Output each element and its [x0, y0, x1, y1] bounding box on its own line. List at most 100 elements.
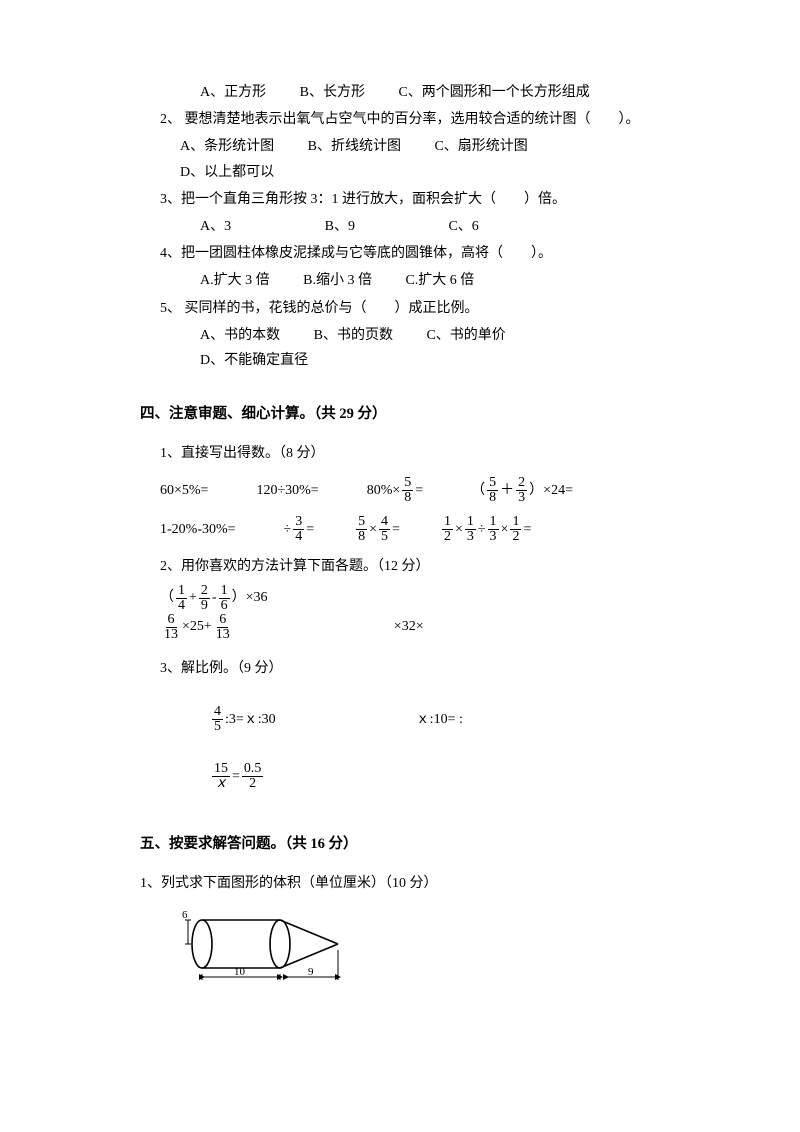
- prop-3: 15ｘ = 0.52: [210, 762, 265, 791]
- n: 2: [199, 584, 210, 599]
- frac-icon: 16: [219, 584, 230, 613]
- frac-icon: 29: [199, 584, 210, 613]
- d: 13: [214, 628, 232, 642]
- post: :3=ｘ:30: [225, 707, 276, 732]
- q2-options: A、条形统计图 B、折线统计图 C、扇形统计图 D、以上都可以: [140, 134, 660, 184]
- q3-opt-a: A、3: [200, 219, 231, 234]
- n: 4: [379, 515, 390, 530]
- d: 6: [219, 599, 230, 613]
- n: 5: [487, 476, 498, 491]
- d: 3: [488, 530, 499, 544]
- calc-q2b: 613 ×25+ 613 ×32×: [140, 613, 660, 642]
- frac-icon: 23: [516, 476, 527, 505]
- calc-1a: 60×5%=: [160, 478, 208, 503]
- section-5-title: 五、按要求解答问题。（共 16 分）: [140, 831, 660, 857]
- d: 5: [212, 720, 223, 734]
- q3-opt-b: B、9: [325, 219, 355, 234]
- q4-opt-a: A.扩大 3 倍: [200, 273, 270, 288]
- frac-icon: 13: [488, 515, 499, 544]
- sec4-q2: 2、用你喜欢的方法计算下面各题。（12 分）: [140, 554, 660, 579]
- frac-icon: 12: [510, 515, 521, 544]
- q5-opt-a: A、书的本数: [200, 328, 280, 343]
- x2: ×: [501, 517, 509, 542]
- calc-1b: 120÷30%=: [256, 478, 318, 503]
- prop-2: ｘ:10= :: [416, 707, 463, 732]
- calc-row-1: 60×5%= 120÷30%= 80%× 58 = （ 58 ＋ 23 ）×24…: [140, 476, 660, 505]
- n: 6: [217, 613, 228, 628]
- proportion-row2: 15ｘ = 0.52: [140, 762, 660, 791]
- c-post: =: [392, 517, 400, 542]
- d-post: =: [523, 517, 531, 542]
- b-post: =: [306, 517, 314, 542]
- n: 1: [219, 584, 230, 599]
- d-mid: ＋: [500, 478, 514, 503]
- sec4-q1: 1、直接写出得数。（8 分）: [140, 441, 660, 466]
- n: 3: [293, 515, 304, 530]
- c1c-post: =: [415, 478, 423, 503]
- n: 4: [212, 705, 223, 720]
- q4-opt-c: C.扩大 6 倍: [405, 273, 474, 288]
- fig-r: 6: [182, 909, 188, 921]
- q1-opt-b: B、长方形: [300, 85, 365, 100]
- calc-row-2: 1-20%-30%= ÷ 34 = 58 × 45 = 12 × 13 ÷ 13…: [140, 515, 660, 544]
- b-pre: ÷: [284, 517, 292, 542]
- frac-icon: 12: [442, 515, 453, 544]
- d: 13: [162, 628, 180, 642]
- d: 2: [510, 530, 521, 544]
- n: 1: [176, 584, 187, 599]
- q2-text: 2、 要想清楚地表示出氧气占空气中的百分率，选用较合适的统计图（ ）。: [140, 107, 660, 132]
- d: 5: [379, 530, 390, 544]
- proportion-row1: 45 :3=ｘ:30 ｘ:10= :: [140, 705, 660, 734]
- sec4-q3: 3、解比例。（9 分）: [140, 656, 660, 681]
- n: 1: [510, 515, 521, 530]
- calc-2d: 12 × 13 ÷ 13 × 12 =: [440, 515, 531, 544]
- frac-icon: 14: [176, 584, 187, 613]
- q4-opt-b: B.缩小 3 倍: [303, 273, 372, 288]
- plus: +: [189, 585, 197, 610]
- minus: -: [212, 585, 217, 610]
- calc-q2a: （ 14 + 29 - 16 ）×36: [140, 584, 267, 613]
- x1: ×: [455, 517, 463, 542]
- frac-icon: 613: [214, 613, 232, 642]
- d: 2: [247, 777, 258, 791]
- d: 9: [199, 599, 210, 613]
- q3-options: A、3 B、9 C、6: [140, 214, 660, 239]
- d-post: ）×24=: [529, 478, 573, 503]
- calc-2a: 1-20%-30%=: [160, 517, 236, 542]
- solid-figure: 6 10 9: [180, 906, 660, 993]
- n: 6: [166, 613, 177, 628]
- d-pre: （: [471, 478, 485, 503]
- frac-icon: 45: [212, 705, 223, 734]
- n: 1: [442, 515, 453, 530]
- q5-opt-d: D、不能确定直径: [200, 353, 308, 368]
- mid: ×25+: [182, 614, 212, 639]
- frac-icon: 34: [293, 515, 304, 544]
- eq: =: [232, 764, 240, 789]
- calc-2b: ÷ 34 =: [284, 515, 315, 544]
- calc-1d: （ 58 ＋ 23 ）×24=: [471, 476, 573, 505]
- q5-opt-b: B、书的页数: [314, 328, 393, 343]
- q4-options: A.扩大 3 倍 B.缩小 3 倍 C.扩大 6 倍: [140, 268, 660, 293]
- q1-opt-a: A、正方形: [200, 85, 266, 100]
- q2-opt-b: B、折线统计图: [308, 139, 401, 154]
- q2b-left: 613 ×25+ 613: [160, 613, 234, 642]
- n: 2: [516, 476, 527, 491]
- frac-icon: 15ｘ: [212, 762, 230, 791]
- frac-icon: 0.52: [242, 762, 264, 791]
- q2-opt-c: C、扇形统计图: [434, 139, 527, 154]
- calc-1c: 80%× 58 =: [367, 476, 423, 505]
- frac-icon: 45: [379, 515, 390, 544]
- prop-1: 45 :3=ｘ:30: [210, 705, 276, 734]
- q1-options: A、正方形 B、长方形 C、两个圆形和一个长方形组成: [140, 80, 660, 105]
- c-mid: ×: [369, 517, 377, 542]
- d: ｘ: [212, 777, 230, 791]
- q1-opt-c: C、两个圆形和一个长方形组成: [398, 85, 589, 100]
- c1c-pre: 80%×: [367, 478, 401, 503]
- d: 3: [516, 491, 527, 505]
- q5-text: 5、 买同样的书，花钱的总价与（ ）成正比例。: [140, 296, 660, 321]
- q2-opt-d: D、以上都可以: [180, 165, 274, 180]
- n: 1: [465, 515, 476, 530]
- n: 0.5: [242, 762, 264, 777]
- q5-opt-c: C、书的单价: [426, 328, 505, 343]
- div: ÷: [478, 517, 486, 542]
